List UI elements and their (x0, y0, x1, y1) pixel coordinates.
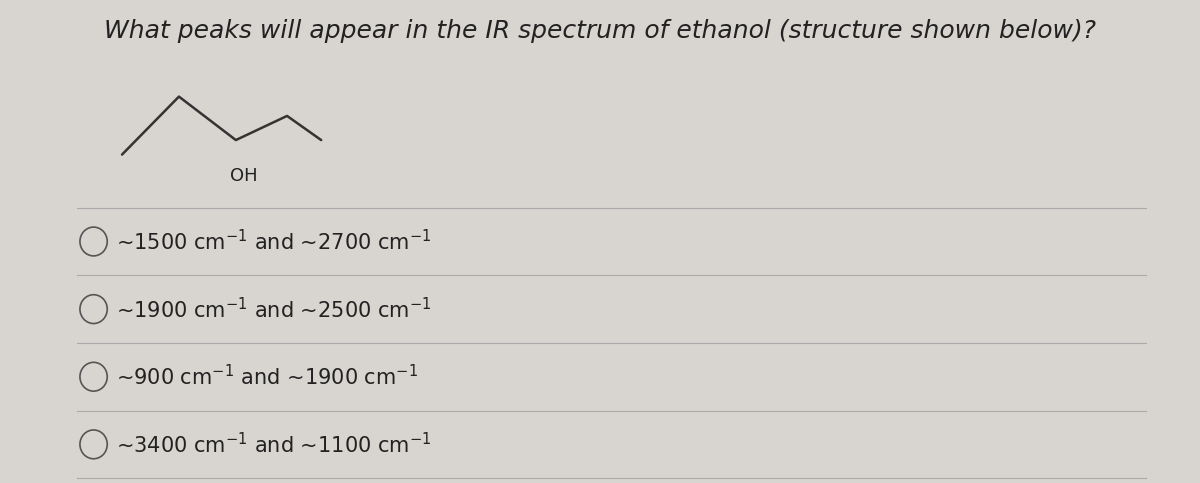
Text: ~900 cm$^{-1}$ and ~1900 cm$^{-1}$: ~900 cm$^{-1}$ and ~1900 cm$^{-1}$ (116, 364, 419, 389)
Text: ~3400 cm$^{-1}$ and ~1100 cm$^{-1}$: ~3400 cm$^{-1}$ and ~1100 cm$^{-1}$ (116, 432, 432, 457)
Text: ~1900 cm$^{-1}$ and ~2500 cm$^{-1}$: ~1900 cm$^{-1}$ and ~2500 cm$^{-1}$ (116, 297, 432, 322)
Text: OH: OH (230, 167, 258, 185)
Text: ~1500 cm$^{-1}$ and ~2700 cm$^{-1}$: ~1500 cm$^{-1}$ and ~2700 cm$^{-1}$ (116, 229, 432, 254)
Text: What peaks will appear in the IR spectrum of ethanol (structure shown below)?: What peaks will appear in the IR spectru… (104, 19, 1096, 43)
